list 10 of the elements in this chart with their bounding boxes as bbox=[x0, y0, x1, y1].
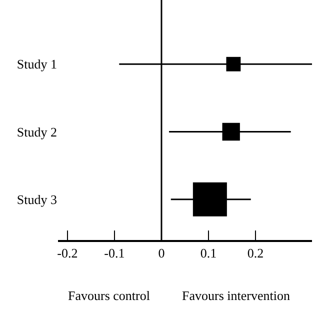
x-tick-label: 0 bbox=[158, 245, 165, 260]
y-tick-label: Study 3 bbox=[16, 192, 57, 207]
y-tick-label: Study 2 bbox=[16, 124, 57, 140]
text: Favours control bbox=[68, 288, 150, 303]
x-tick-label: -0.1 bbox=[104, 245, 125, 260]
text: Favours intervention bbox=[182, 288, 290, 303]
y-tick-label: Study 1 bbox=[16, 56, 57, 72]
x-tick-label: 0.1 bbox=[200, 245, 217, 260]
x-tick-label: 0.2 bbox=[247, 245, 264, 260]
x-tick-label: -0.2 bbox=[57, 245, 78, 260]
